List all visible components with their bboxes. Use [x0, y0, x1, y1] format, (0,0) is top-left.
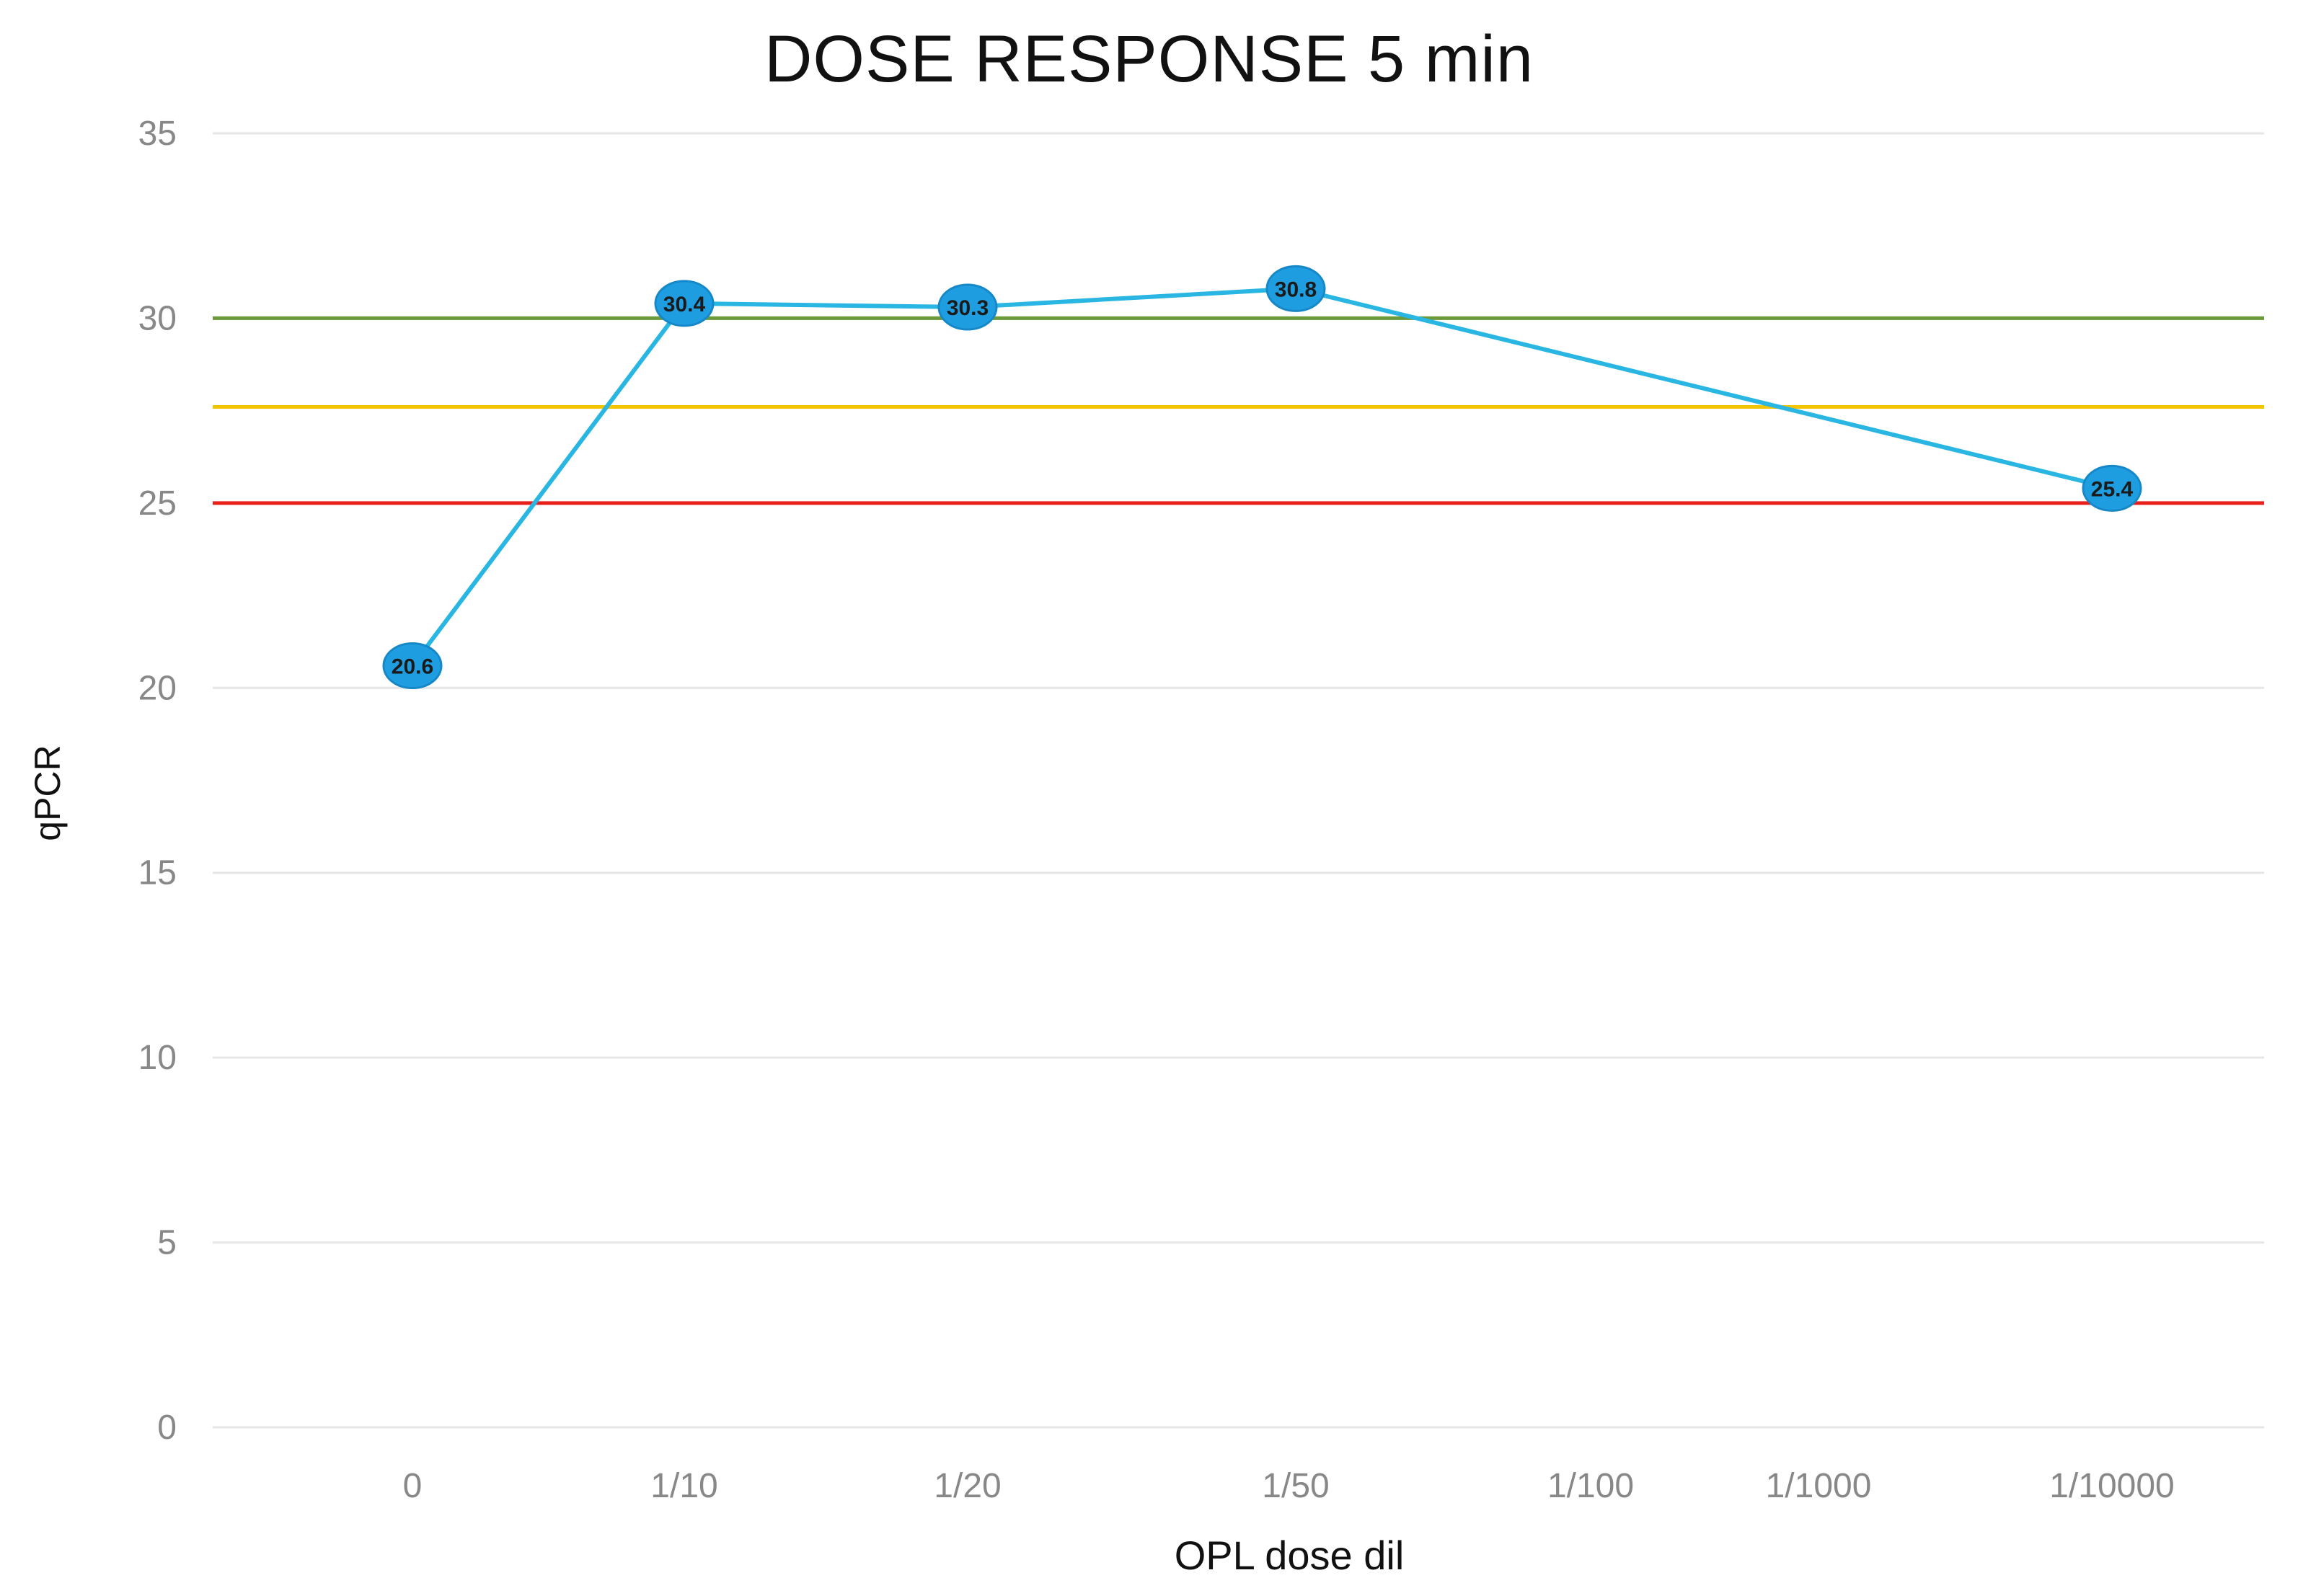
x-tick-label: 1/100 [1547, 1467, 1634, 1505]
y-tick-label: 20 [138, 669, 177, 707]
x-tick-label: 1/20 [934, 1467, 1001, 1505]
chart-title: DOSE RESPONSE 5 min [764, 22, 1534, 96]
x-tick-label: 1/1000 [1766, 1467, 1872, 1505]
data-label: 25.4 [2091, 477, 2134, 501]
y-tick-label: 25 [138, 484, 177, 523]
data-point-marker [937, 283, 998, 331]
data-label: 30.4 [663, 293, 706, 316]
x-tick-label: 1/10000 [2049, 1467, 2175, 1505]
y-tick-label: 30 [138, 299, 177, 337]
y-tick-label: 35 [138, 115, 177, 153]
y-tick-label: 10 [138, 1039, 177, 1077]
series-line [410, 286, 2113, 668]
data-label: 30.3 [947, 296, 989, 320]
data-point-marker [2082, 464, 2142, 512]
data-point-marker [382, 642, 443, 690]
data-point-marker [1265, 265, 1326, 312]
x-tick-label: 1/50 [1262, 1467, 1329, 1505]
x-tick-label: 0 [403, 1467, 423, 1505]
x-axis-label: OPL dose dil [1174, 1533, 1405, 1578]
data-label: 30.8 [1275, 278, 1317, 301]
y-tick-label: 0 [157, 1409, 177, 1447]
y-tick-label: 15 [138, 854, 177, 892]
data-point-marker [654, 280, 715, 327]
y-tick-label: 5 [157, 1224, 177, 1262]
x-tick-label: 1/10 [650, 1467, 717, 1505]
data-label: 20.6 [392, 655, 433, 679]
